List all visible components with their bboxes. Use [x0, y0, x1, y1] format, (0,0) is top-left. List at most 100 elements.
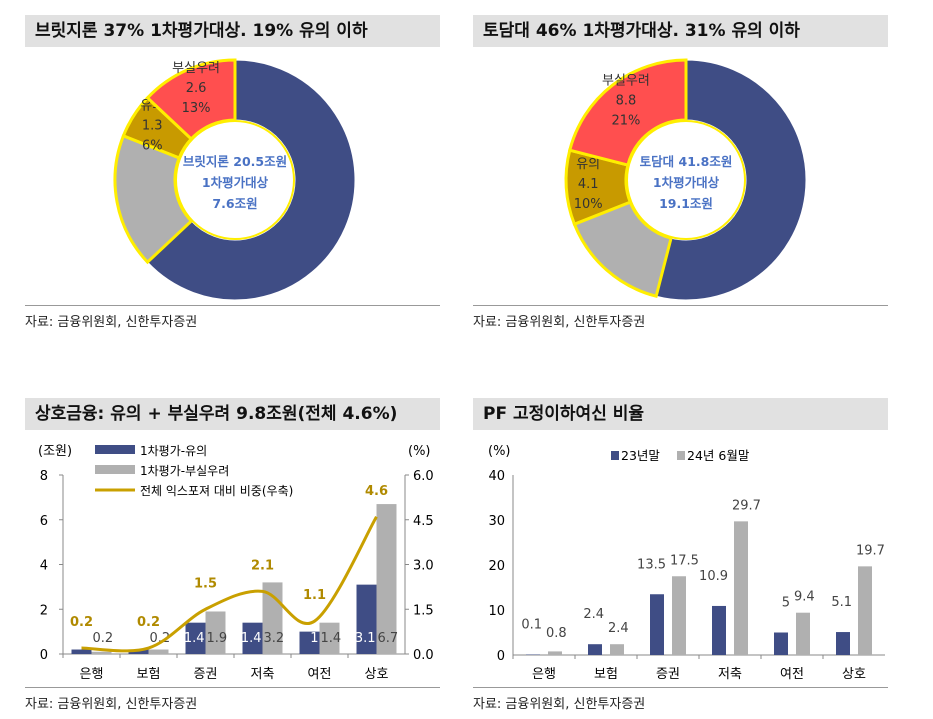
- bar: [796, 612, 810, 655]
- bar: [242, 622, 263, 654]
- bar-label: 1.4: [184, 631, 205, 646]
- slice-label: 13%: [182, 101, 211, 116]
- y2-tick-label: 4.5: [413, 514, 434, 529]
- slice-label: 6%: [142, 138, 163, 153]
- slice-label: 부실우려: [172, 61, 220, 76]
- bar: [185, 622, 206, 654]
- y2-axis-label: (%): [408, 444, 431, 459]
- legend-label: 24년 6월말: [687, 448, 750, 463]
- bar: [71, 649, 92, 654]
- bar: [774, 632, 788, 655]
- bar: [91, 651, 112, 654]
- center-label: 토담대 41.8조원: [640, 154, 733, 169]
- bar: [672, 576, 686, 655]
- y-tick-label: 30: [488, 514, 505, 529]
- bar: [734, 521, 748, 655]
- y-tick-label: 40: [488, 469, 505, 484]
- legend-swatch: [95, 445, 135, 454]
- slice-label: 4.1: [578, 177, 599, 192]
- line-label: 0.2: [137, 615, 160, 630]
- bar-label: 19.7: [856, 543, 885, 558]
- center-label: 1차평가대상: [653, 175, 720, 190]
- legend-label: 전체 익스포져 대비 비중(우축): [140, 484, 293, 498]
- center-label: 19.1조원: [659, 196, 713, 211]
- y-tick-label: 10: [488, 604, 505, 619]
- bar-label: 2.4: [583, 607, 604, 622]
- bar: [836, 632, 850, 655]
- line-label: 1.1: [303, 588, 326, 603]
- center-label: 브릿지론 20.5조원: [183, 154, 287, 169]
- slice-label: 21%: [611, 114, 640, 129]
- legend-label: 23년말: [621, 448, 660, 463]
- bar: [858, 566, 872, 655]
- bar-label: 9.4: [794, 590, 815, 605]
- x-tick-label: 상호: [842, 667, 866, 682]
- y-tick-label: 20: [488, 559, 505, 574]
- panel-title-pf-npl-ratio: PF 고정이하여신 비율: [473, 398, 888, 430]
- bar-label: 13.5: [637, 557, 666, 572]
- bar: [128, 649, 149, 654]
- bar-label: 0.8: [546, 626, 567, 641]
- panel-title-mutual-finance: 상호금융: 유의 + 부실우려 9.8조원(전체 4.6%): [25, 398, 440, 430]
- bar: [588, 644, 602, 655]
- center-label: 7.6조원: [212, 196, 257, 211]
- panel-title-land-loan: 토담대 46% 1차평가대상. 31% 유의 이하: [473, 15, 888, 47]
- line-label: 4.6: [365, 484, 388, 499]
- slice-label: 1.3: [142, 118, 163, 133]
- x-tick-label: 은행: [532, 666, 556, 682]
- line-label: 1.5: [194, 576, 217, 591]
- bar-label: 3.2: [264, 631, 285, 646]
- bar: [319, 622, 340, 654]
- source-note: 자료: 금융위원회, 신한투자증권: [25, 687, 440, 712]
- bar: [376, 504, 397, 654]
- bar-label: 5.1: [831, 595, 852, 610]
- y-tick-label: 2: [40, 603, 48, 618]
- legend-label: 1차평가-유의: [140, 444, 207, 458]
- y-tick-label: 4: [40, 559, 48, 574]
- bar: [712, 605, 726, 655]
- bar-label: 1.9: [207, 631, 228, 646]
- slice-label: 8.8: [616, 94, 637, 109]
- y-axis-label: (%): [488, 444, 511, 459]
- slice-label: 부실우려: [602, 74, 650, 89]
- bar-label: 0.1: [521, 618, 542, 633]
- bar: [299, 631, 320, 654]
- y-axis-label: (조원): [38, 444, 72, 459]
- bar: [356, 584, 377, 654]
- bar-label: 0.2: [150, 631, 171, 646]
- legend-swatch: [95, 465, 135, 474]
- bar: [650, 594, 664, 655]
- slice-label: 10%: [574, 197, 603, 212]
- bar-label: 10.9: [699, 569, 728, 584]
- x-tick-label: 보험: [594, 667, 618, 682]
- line-label: 2.1: [251, 558, 274, 573]
- line-series: [81, 516, 378, 653]
- x-tick-label: 증권: [656, 667, 680, 682]
- bar-label: 1.4: [321, 631, 342, 646]
- slice-label: 유의: [576, 157, 600, 172]
- bar-label: 1: [310, 631, 318, 646]
- y-tick-label: 8: [40, 469, 48, 484]
- y2-tick-label: 1.5: [413, 603, 434, 618]
- center-label: 1차평가대상: [202, 175, 269, 190]
- slice-label: 2.6: [186, 81, 207, 96]
- y-tick-label: 6: [40, 514, 48, 529]
- bar: [148, 649, 169, 654]
- bar-label: 3.1: [355, 631, 376, 646]
- x-tick-label: 증권: [194, 667, 218, 682]
- bar-label: 2.4: [608, 621, 629, 636]
- source-note: 자료: 금융위원회, 신한투자증권: [473, 305, 888, 330]
- y2-tick-label: 3.0: [413, 559, 434, 574]
- bar-label: 6.7: [378, 631, 399, 646]
- x-tick-label: 여전: [780, 667, 804, 682]
- y-tick-label: 0: [40, 648, 48, 663]
- bar-label: 17.5: [670, 553, 699, 568]
- x-tick-label: 여전: [308, 667, 332, 682]
- y-tick-label: 0: [497, 649, 505, 664]
- bar-label: 0.2: [93, 631, 114, 646]
- line-label: 0.2: [70, 615, 93, 630]
- bar-label: 29.7: [732, 498, 761, 513]
- source-note: 자료: 금융위원회, 신한투자증권: [473, 687, 888, 712]
- x-tick-label: 저축: [251, 667, 275, 682]
